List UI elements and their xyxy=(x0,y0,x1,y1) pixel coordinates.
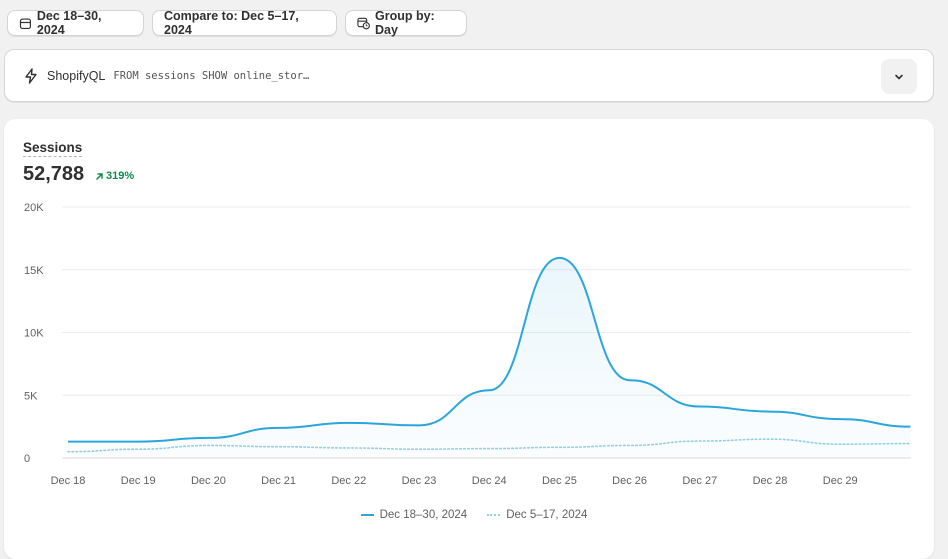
legend-swatch-dotted xyxy=(487,514,501,516)
chevron-down-icon xyxy=(895,74,903,79)
x-tick-label: Dec 20 xyxy=(191,475,226,487)
x-tick-label: Dec 21 xyxy=(261,475,296,487)
compare-button[interactable]: Compare to: Dec 5–17, 2024 xyxy=(152,9,337,37)
legend-swatch-solid xyxy=(360,514,374,516)
lightning-icon xyxy=(25,67,37,84)
sessions-chart: 0 5K 10K 15K 20K Dec 18 Dec 19 Dec 20 Dec 21 Dec … xyxy=(24,202,912,487)
metric-value: 52,788 xyxy=(23,163,85,185)
sessions-card xyxy=(4,119,934,559)
y-tick-label: 10K xyxy=(24,328,44,340)
group-by-button[interactable]: Group by: Day xyxy=(345,9,467,37)
metric-change: 319% xyxy=(95,170,134,182)
x-tick-label: Dec 19 xyxy=(121,475,156,487)
date-range-label: Dec 18–30, 2024 xyxy=(36,9,102,37)
x-tick-label: Dec 27 xyxy=(682,475,717,487)
chart-legend: Dec 18–30, 2024 Dec 5–17, 2024 xyxy=(0,509,948,521)
x-tick-label: Dec 28 xyxy=(753,475,788,487)
metric-change-value: 319% xyxy=(106,170,135,182)
shopifyql-editor[interactable]: ShopifyQL FROM sessions SHOW online_stor… xyxy=(4,49,934,102)
x-tick-label: Dec 24 xyxy=(472,475,507,487)
shopifyql-query: FROM sessions SHOW online_stor… xyxy=(113,69,310,82)
x-tick-label: Dec 23 xyxy=(402,475,437,487)
arrow-up-right-icon xyxy=(96,172,103,180)
compare-label: Compare to: Dec 5–17, 2024 xyxy=(164,9,299,37)
legend-label-current: Dec 18–30, 2024 xyxy=(379,509,468,521)
shopifyql-title: ShopifyQL xyxy=(47,68,106,83)
x-tick-label: Dec 22 xyxy=(331,475,366,487)
x-tick-label: Dec 18 xyxy=(51,475,86,487)
y-tick-label: 15K xyxy=(24,265,44,277)
x-tick-label: Dec 25 xyxy=(542,475,577,487)
legend-item-comparison[interactable]: Dec 5–17, 2024 xyxy=(487,509,587,521)
calendar-icon xyxy=(19,17,31,29)
x-tick-label: Dec 29 xyxy=(823,475,858,487)
calendar-clock-icon xyxy=(357,17,370,30)
primary-series-area xyxy=(68,257,911,458)
expand-button[interactable] xyxy=(881,59,917,94)
y-tick-label: 0 xyxy=(24,453,30,465)
y-tick-label: 5K xyxy=(24,390,38,402)
legend-label-comparison: Dec 5–17, 2024 xyxy=(506,509,588,521)
group-by-label: Group by: Day xyxy=(375,9,435,37)
date-range-button[interactable]: Dec 18–30, 2024 xyxy=(7,9,144,37)
metric-title[interactable]: Sessions xyxy=(23,140,83,157)
y-tick-label: 20K xyxy=(24,202,44,214)
x-tick-label: Dec 26 xyxy=(612,475,647,487)
primary-series-line xyxy=(67,256,911,443)
legend-item-current[interactable]: Dec 18–30, 2024 xyxy=(360,509,468,521)
